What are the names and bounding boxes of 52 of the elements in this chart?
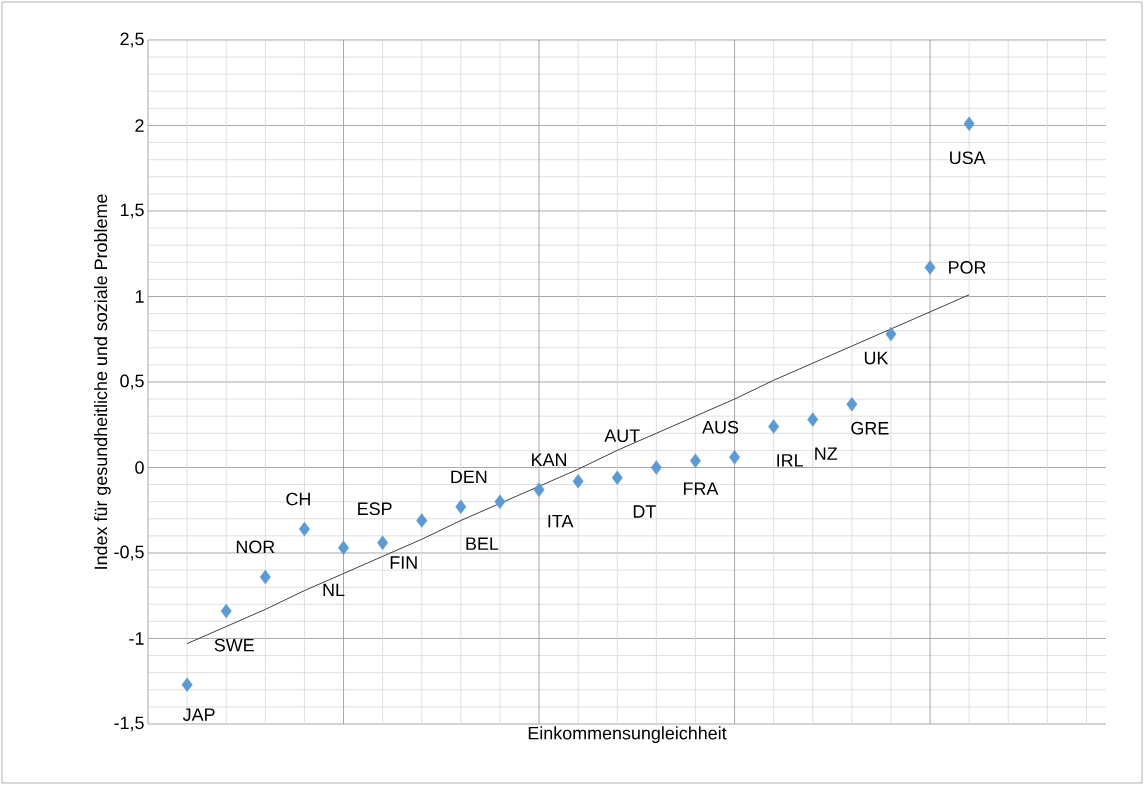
y-tick-label: 1,5 bbox=[120, 203, 144, 219]
annotation: IRL bbox=[777, 454, 803, 467]
point bbox=[455, 499, 467, 515]
annotation: NZ bbox=[815, 447, 838, 460]
annotation: DT bbox=[633, 505, 656, 518]
annotation: SWE bbox=[214, 638, 254, 652]
y-tick-label: 1 bbox=[135, 290, 144, 303]
annotation: UK bbox=[864, 351, 889, 365]
point bbox=[259, 569, 271, 585]
y-tick-label: 0 bbox=[135, 461, 144, 474]
point bbox=[963, 116, 975, 131]
annotation: CH bbox=[286, 492, 310, 506]
point bbox=[494, 494, 506, 509]
point bbox=[298, 521, 310, 537]
y-tick-label: -0,5 bbox=[114, 545, 144, 561]
point bbox=[768, 419, 780, 434]
annotation: DEN bbox=[451, 470, 487, 483]
point bbox=[924, 260, 936, 275]
point bbox=[377, 535, 389, 550]
annotation: ITA bbox=[548, 514, 574, 528]
point bbox=[689, 453, 701, 468]
y-tick-label: -1,5 bbox=[114, 716, 144, 732]
point bbox=[885, 326, 897, 342]
point bbox=[846, 397, 858, 412]
annotation: KAN bbox=[532, 453, 566, 466]
point bbox=[572, 473, 584, 489]
annotation: AUT bbox=[604, 429, 640, 442]
annotation: GRE bbox=[851, 421, 889, 435]
point bbox=[729, 450, 740, 465]
point bbox=[416, 513, 428, 528]
point bbox=[533, 482, 545, 497]
y-tick-label: -1 bbox=[129, 632, 144, 645]
annotation: AUS bbox=[702, 420, 739, 434]
annotation: FIN bbox=[390, 556, 417, 569]
annotation: NOR bbox=[236, 540, 275, 554]
annotation: NL bbox=[323, 583, 345, 597]
annotation: POR bbox=[949, 261, 986, 274]
annotation: ESP bbox=[358, 502, 392, 516]
annotation: FRA bbox=[683, 482, 719, 495]
annotation: JAP bbox=[182, 708, 215, 721]
x-axis-title: Einkommensungleichheit bbox=[528, 726, 727, 744]
point bbox=[807, 412, 819, 427]
point bbox=[181, 677, 193, 692]
y-axis-title: Index für gesundheitliche und soziale Probleme bbox=[94, 194, 111, 569]
point bbox=[650, 460, 662, 475]
point bbox=[220, 603, 232, 619]
annotation: BEL bbox=[466, 537, 499, 550]
annotation: USA bbox=[950, 151, 986, 165]
y-tick-label: 0,5 bbox=[120, 374, 144, 390]
y-tick-label: 2,5 bbox=[120, 32, 144, 48]
y-tick-label: 2 bbox=[135, 119, 144, 132]
point bbox=[611, 470, 623, 485]
